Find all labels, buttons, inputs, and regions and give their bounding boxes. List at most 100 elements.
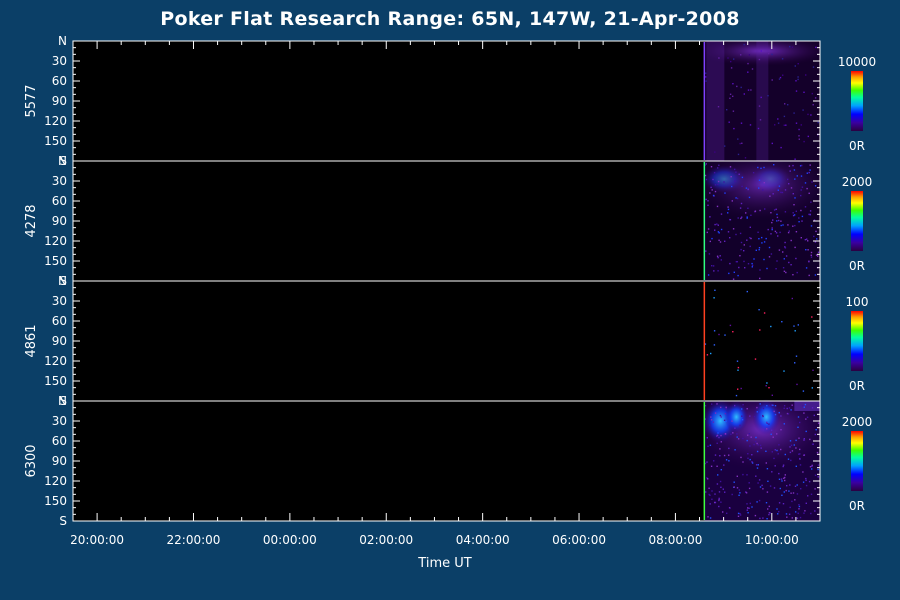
emission-speck: [743, 244, 745, 246]
emission-speck: [758, 247, 761, 249]
emission-speck: [805, 267, 808, 269]
emission-speck: [762, 189, 764, 191]
emission-speck: [724, 240, 726, 242]
emission-speck: [817, 476, 819, 478]
emission-speck: [751, 68, 754, 70]
emission-speck: [732, 331, 734, 333]
emission-speck: [722, 488, 724, 490]
emission-speck: [728, 121, 730, 123]
emission-speck: [795, 257, 797, 260]
emission-glow: [704, 161, 820, 221]
emission-speck: [802, 390, 805, 392]
emission-speck: [808, 480, 811, 483]
emission-speck: [780, 220, 782, 222]
emission-speck: [731, 493, 733, 496]
emission-speck: [800, 124, 802, 126]
y-tick-label: 60: [52, 74, 67, 88]
emission-speck: [791, 404, 793, 406]
emission-speck: [778, 249, 781, 251]
emission-speck: [761, 242, 763, 244]
emission-speck: [727, 206, 729, 208]
emission-speck: [797, 324, 799, 326]
emission-speck: [717, 474, 719, 476]
emission-speck: [770, 429, 773, 431]
emission-speck: [705, 80, 707, 82]
emission-speck: [740, 241, 743, 244]
emission-speck: [737, 138, 739, 140]
emission-speck: [805, 418, 807, 420]
emission-speck: [729, 237, 731, 239]
emission-speck: [750, 237, 752, 240]
emission-speck: [714, 501, 717, 504]
y-tick-label: 30: [52, 174, 67, 188]
emission-speck: [775, 232, 778, 234]
emission-speck: [799, 458, 801, 460]
colorbar-min-label: 0R: [849, 259, 865, 273]
emission-speck: [780, 415, 782, 417]
emission-speck: [781, 480, 783, 482]
emission-speck: [762, 415, 764, 418]
emission-speck: [749, 458, 751, 461]
emission-speck: [780, 146, 782, 149]
emission-speck: [799, 464, 802, 466]
emission-speck: [817, 255, 819, 257]
emission-speck: [775, 268, 777, 270]
emission-speck: [794, 246, 796, 249]
emission-speck: [763, 166, 765, 169]
emission-speck: [811, 443, 814, 445]
emission-speck: [803, 412, 805, 414]
x-tick-label: 02:00:00: [359, 533, 413, 547]
panel-4278: N 30 60 90 120 150 S 4278 2000 0R: [24, 154, 872, 288]
emission-glow: [704, 41, 820, 66]
emission-speck: [794, 65, 796, 67]
emission-speck: [757, 166, 759, 169]
emission-speck: [749, 237, 751, 239]
emission-speck: [714, 223, 716, 226]
emission-speck: [814, 474, 817, 476]
panel-label-4861: 4861: [24, 324, 39, 357]
emission-speck: [766, 423, 768, 425]
emission-speck: [736, 85, 738, 88]
emission-speck: [724, 413, 727, 415]
y-tick-label: 90: [52, 214, 67, 228]
emission-patch: [752, 399, 781, 435]
emission-speck: [734, 449, 736, 451]
colorbar: [851, 191, 863, 251]
emission-speck: [810, 254, 812, 256]
emission-speck: [747, 207, 749, 209]
emission-speck: [782, 267, 785, 269]
emission-speck: [740, 86, 742, 89]
emission-speck: [797, 78, 799, 81]
emission-speck: [718, 333, 720, 336]
emission-speck: [746, 216, 748, 218]
emission-speck: [726, 512, 728, 514]
emission-speck: [738, 489, 740, 491]
emission-speck: [766, 421, 768, 424]
emission-speck: [769, 512, 771, 514]
emission-speck: [729, 219, 732, 221]
emission-speck: [776, 216, 779, 219]
emission-speck: [720, 406, 722, 409]
emission-speck: [760, 96, 762, 99]
emission-speck: [812, 66, 815, 68]
emission-speck: [757, 444, 759, 446]
emission-speck: [785, 124, 787, 126]
emission-speck: [766, 491, 769, 493]
emission-speck: [778, 444, 780, 446]
emission-speck: [777, 118, 779, 120]
emission-speck: [816, 451, 819, 454]
emission-speck: [777, 453, 779, 455]
y-tick-label: 90: [52, 334, 67, 348]
emission-speck: [709, 192, 711, 194]
emission-speck: [782, 503, 785, 505]
y-tick-label: 150: [44, 254, 67, 268]
emission-speck: [795, 80, 797, 82]
emission-speck: [741, 142, 743, 144]
emission-speck: [717, 180, 720, 183]
emission-speck: [726, 109, 728, 111]
emission-speck: [719, 455, 721, 457]
emission-speck: [727, 57, 729, 59]
emission-speck: [728, 454, 730, 456]
emission-speck: [716, 205, 719, 208]
emission-speck: [778, 511, 780, 513]
